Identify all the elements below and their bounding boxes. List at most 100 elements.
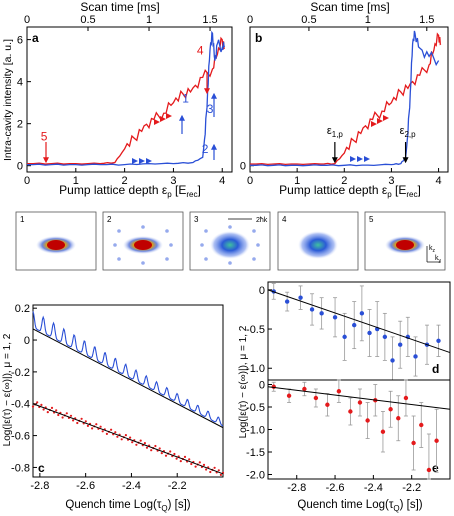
panel-e: e Quench time Log(τQ) [s]) 0 -0.5 -1.0 -1.5… (246, 379, 451, 513)
y-tick-label: 4 (17, 77, 23, 89)
x-tick-label: -2.8 (30, 480, 49, 492)
data-point (313, 395, 319, 401)
panel-d-ticks: 0 -0.5 -1.0 (246, 285, 272, 375)
atom-cloud-core (134, 240, 152, 250)
red-point (114, 431, 117, 434)
scale-label: 2ħk (256, 217, 268, 224)
marker-sub: 1,p (332, 130, 344, 139)
data-point (426, 467, 432, 473)
panel-b-markers: ε1,p ε2,p (327, 125, 416, 164)
panel-b: b Scan time [ms] Pump lattice depth εp [… (240, 0, 449, 199)
y-tick-label: -0.5 (246, 402, 265, 414)
panel-b-blue-sweep-arrows (350, 156, 370, 162)
data-point (396, 416, 401, 421)
data-point (302, 386, 307, 392)
data-point (325, 402, 330, 407)
panel-d: d 0 -0.5 -1.0 (246, 281, 451, 381)
y-tick-label: 2 (17, 119, 23, 131)
red-point (124, 434, 127, 437)
panel-a-red-sweep-arrows (154, 113, 172, 125)
atom-cloud (298, 231, 338, 259)
panel-c-ylabel: Log(|ε(τ) − ε(∞)|), μ = 1, 2 (2, 333, 13, 446)
x-tick-label: 1 (73, 175, 79, 187)
panel-c-label: c (38, 461, 45, 475)
momentum-peak (165, 229, 169, 233)
panel-a-xlabel-main: Pump lattice depth ε (59, 183, 168, 197)
x-tick-label: 0 (24, 175, 30, 187)
red-point (175, 457, 178, 460)
data-point (397, 342, 403, 347)
annotation-4: 4 (197, 43, 204, 57)
red-point (69, 414, 73, 417)
y-tick-label: 0 (259, 380, 265, 392)
panel-c-xlabel-close: ) [s]) (168, 499, 191, 511)
red-point (86, 424, 89, 427)
panel-b-series (250, 30, 442, 167)
data-point (359, 311, 365, 316)
image-label: 2 (107, 215, 112, 224)
panel-b-xlabel: Pump lattice depth εp [Erec] (279, 183, 421, 199)
panel-d-data (267, 283, 451, 381)
panel-a-top-xlabel: Scan time [ms] (80, 0, 159, 14)
top-tick-label: 1.5 (419, 14, 434, 26)
x-tick-label: -2.4 (364, 482, 383, 494)
x-tick-label: 3 (388, 175, 394, 187)
y-tick-label: -0.4 (11, 399, 30, 411)
panel-b-xlabel-close: ] (417, 183, 420, 197)
fit-line (267, 386, 451, 410)
panel-c-xlabel: Quench time Log(τQ) [s]) (65, 499, 190, 513)
panel-e-ticks: 0 -0.5 -1.0 -1.5 -2.0 -2.8 -2.6 -2.4 -2.2 (246, 380, 421, 495)
momentum-peak (256, 243, 260, 247)
k-axis-y-label: ky (435, 255, 442, 264)
data-point (365, 418, 370, 423)
data-point (367, 330, 372, 336)
marker-symbol: ε (327, 125, 332, 137)
data-point (382, 334, 388, 340)
momentum-peak (204, 257, 208, 261)
panel-c-frame (32, 304, 224, 478)
image-label: 3 (194, 215, 199, 224)
red-point (61, 416, 64, 419)
panel-e-data (267, 379, 451, 480)
marker-sub: 2,p (404, 130, 416, 139)
x-tick-label: -2.8 (287, 482, 306, 494)
y-tick-label: 0.2 (15, 303, 30, 315)
red-point (95, 423, 98, 426)
panel-d-label: d (432, 362, 439, 376)
red-point (72, 419, 75, 422)
data-point (413, 354, 418, 359)
red-point (116, 435, 119, 438)
x-tick-label: 0 (247, 175, 253, 187)
panel-a-blue-sweep-arrows (132, 158, 152, 164)
series-line-1 (27, 30, 226, 166)
y-tick-label: 6 (17, 35, 23, 47)
red-point (145, 446, 149, 449)
fit-line-1 (32, 403, 224, 475)
momentum-peak (252, 229, 256, 233)
x-tick-label: -2.2 (168, 480, 187, 492)
data-point (436, 338, 441, 343)
panel-a-annotations: 4 5 1 3 2 (41, 43, 214, 156)
panel-a-label: a (32, 31, 39, 45)
panel-a-xlabel: Pump lattice depth εp [Erec] (59, 183, 201, 199)
absorption-image-3: 3 2ħk (189, 211, 271, 271)
panel-b-xlabel-sub: p (387, 190, 392, 199)
red-point (217, 469, 220, 472)
red-point (101, 430, 104, 433)
data-point (319, 311, 324, 316)
image-label: 1 (20, 215, 25, 224)
panel-b-xlabel-unit-sub: rec (406, 190, 417, 199)
panel-b-ticks: 0 1 2 3 4 0 0.5 1 1.5 0 (240, 14, 442, 187)
annotation-3: 3 (207, 102, 214, 116)
y-tick-label: 0 (17, 161, 23, 173)
k-symbol: k (429, 245, 433, 252)
panel-b-xlabel-unit: [E (392, 183, 407, 197)
red-point (91, 427, 94, 430)
y-tick-label: 0 (240, 161, 246, 173)
top-tick-label: 0.5 (301, 14, 316, 26)
panel-c-data (31, 311, 225, 476)
red-point (31, 405, 35, 408)
panel-c: c Log(|ε(τ) − ε(∞)|), μ = 1, 2 Quench ti… (2, 303, 225, 513)
red-point (219, 473, 222, 476)
red-point (57, 413, 60, 417)
